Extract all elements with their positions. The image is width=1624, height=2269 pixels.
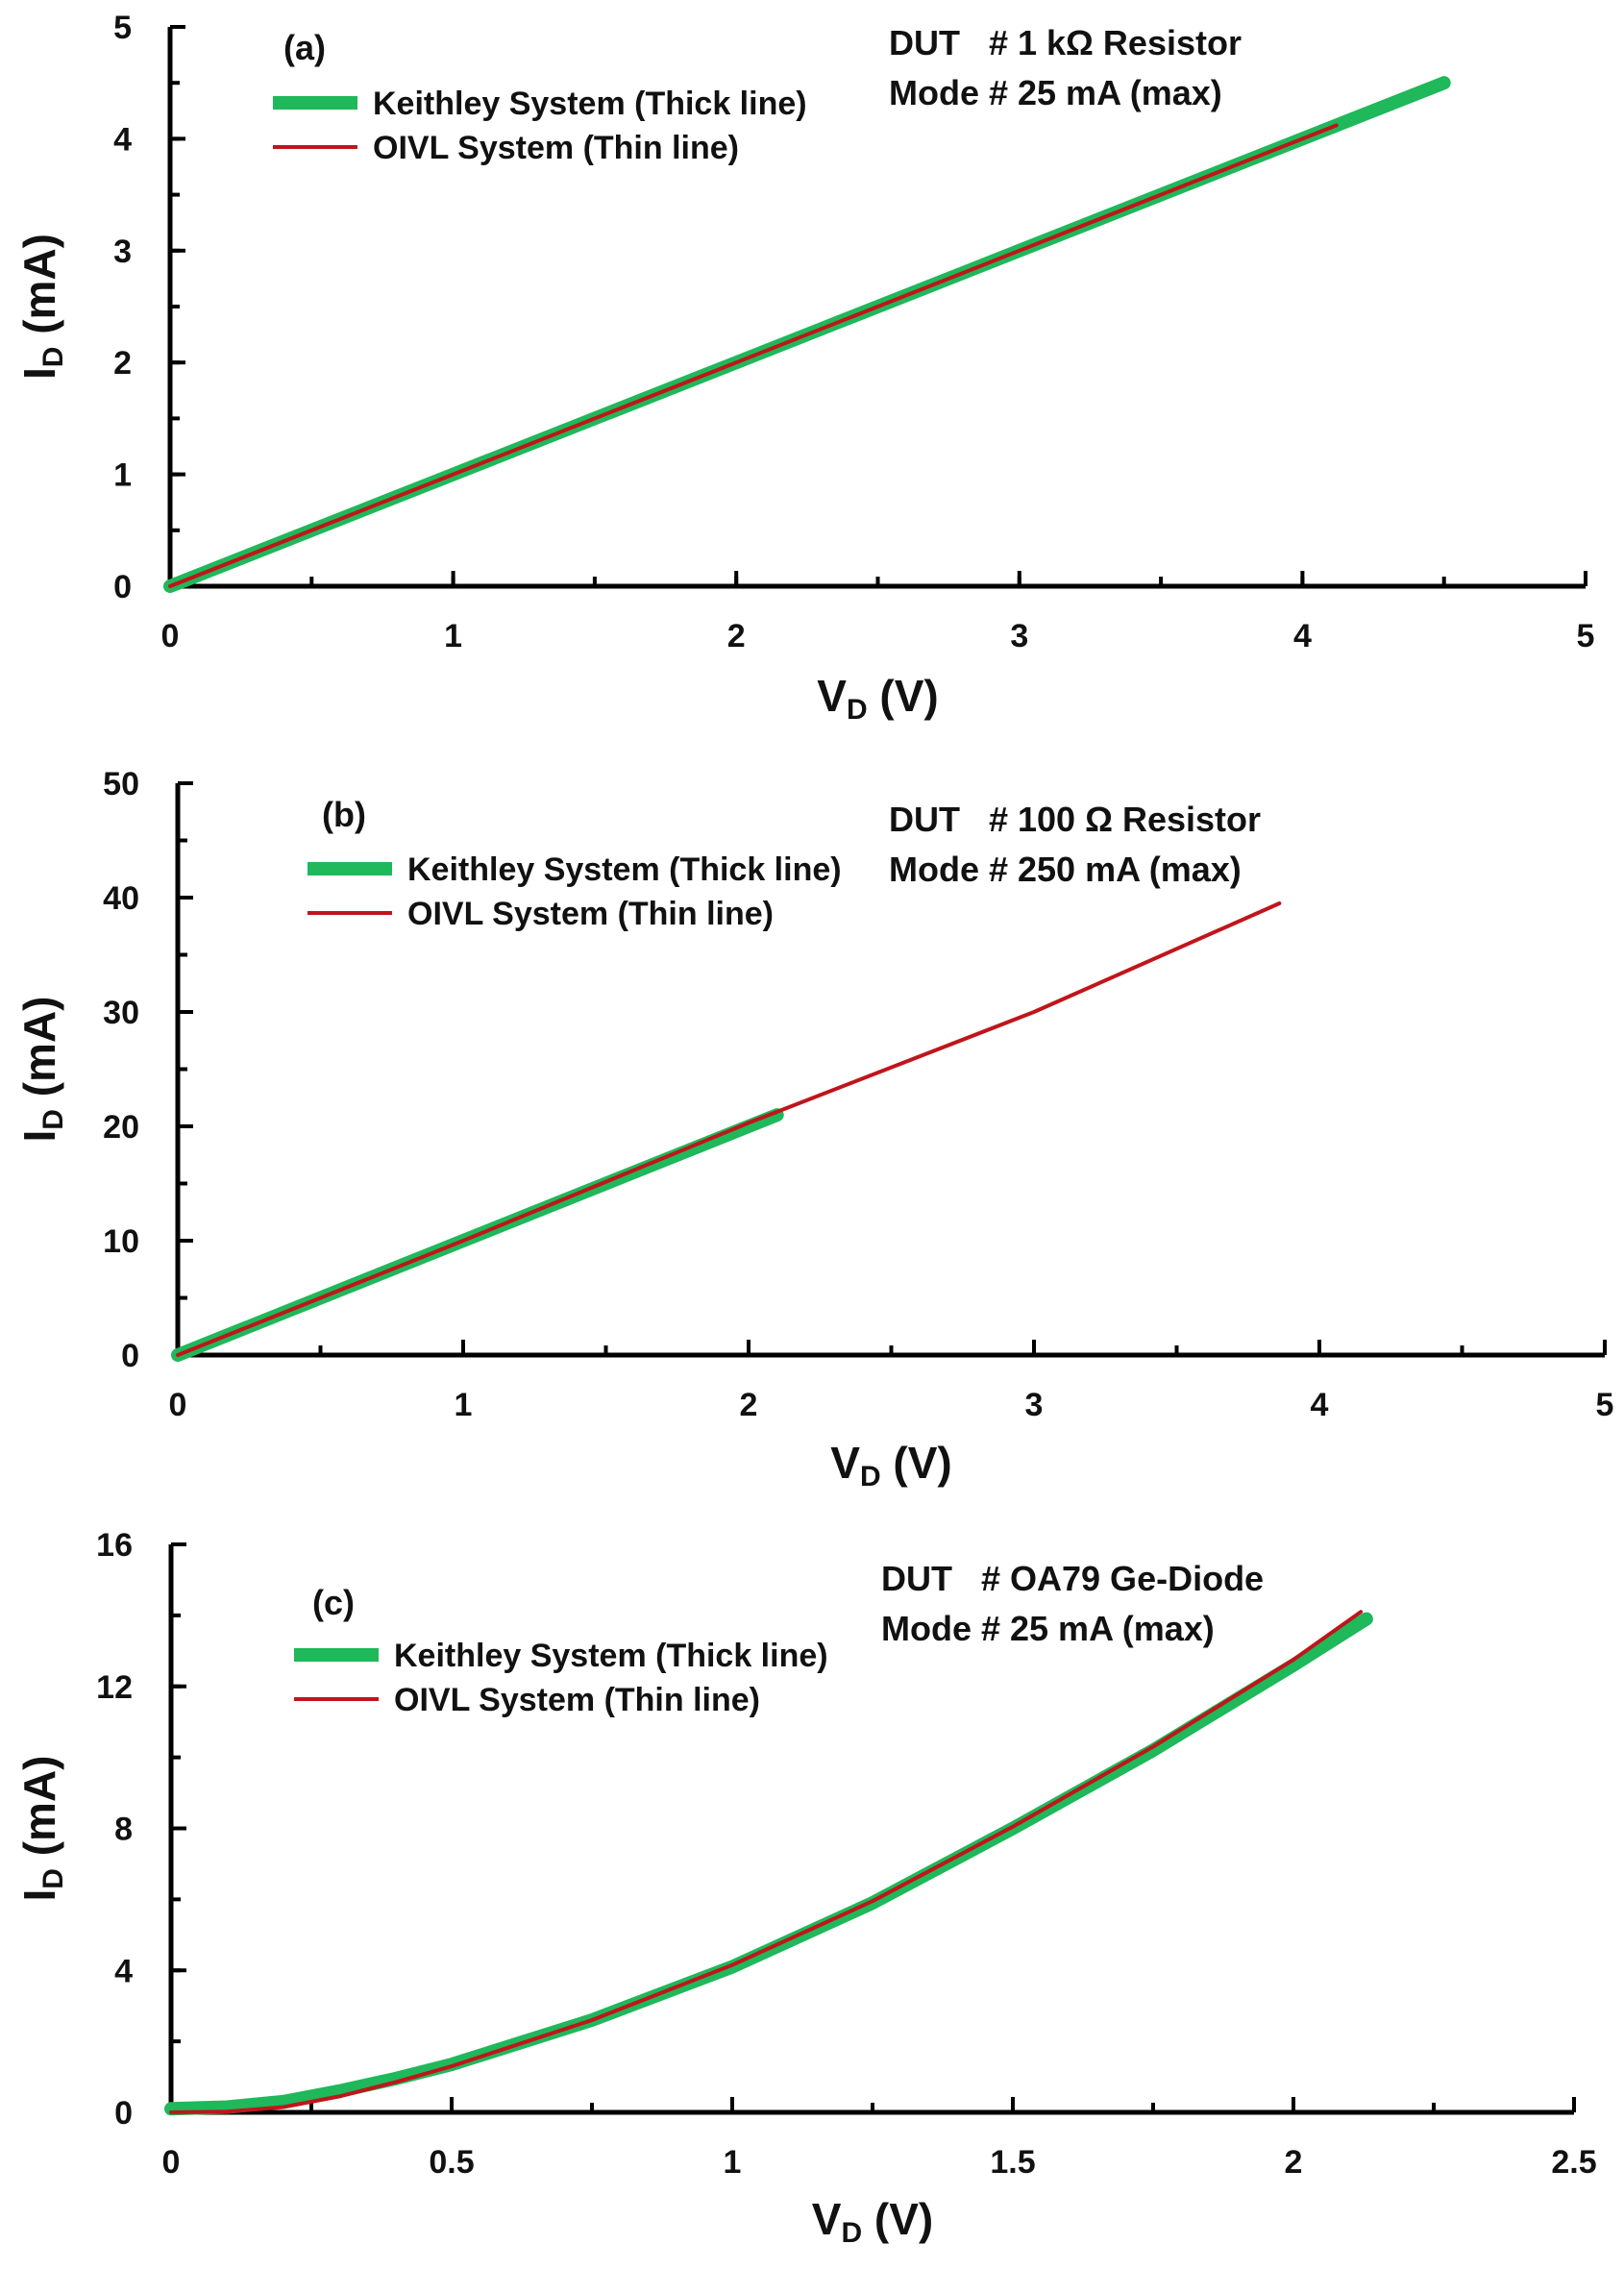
x-tick-label: 0.5: [429, 2144, 474, 2181]
y-tick-label: 0: [113, 569, 132, 605]
x-tick-label: 1: [455, 1387, 473, 1423]
y-axis-label-sub: D: [37, 1868, 69, 1889]
x-axis-label-main: V: [817, 671, 847, 721]
y-axis-label-unit: (mA): [14, 234, 64, 347]
series-line-keithley: [164, 1612, 1373, 2116]
legend-label-keithley: Keithley System (Thick line): [373, 86, 807, 122]
x-tick-label: 0: [169, 1387, 187, 1423]
y-tick-label: 2: [113, 345, 132, 382]
x-tick-label: 1: [444, 618, 462, 654]
dut-label: DUT # 1 kΩ Resistor: [889, 23, 1242, 62]
y-tick-label: 4: [114, 1953, 133, 1989]
y-axis-label-main: I: [14, 1889, 64, 1902]
y-tick-label: 10: [103, 1223, 139, 1260]
chart-panel-3: 0 0.5 1 1.5 2 2.5 0 4 8 12 16 (c) DUT # OA79 Ge-Diod…: [14, 1527, 1597, 2249]
mode-label: Mode # 25 mA (max): [889, 73, 1222, 112]
x-axis-label: VD (V): [817, 671, 938, 726]
mode-label: Mode # 250 mA (max): [889, 850, 1242, 889]
y-axis-label: ID (mA): [14, 997, 69, 1143]
x-axis-label-unit: (V): [862, 2194, 933, 2244]
legend-label-oivl: OIVL System (Thin line): [407, 896, 774, 932]
y-axis-label-main: I: [14, 367, 64, 380]
y-tick-label: 12: [96, 1669, 133, 1706]
y-tick-label: 20: [103, 1109, 139, 1146]
x-tick-label: 5: [1596, 1387, 1614, 1423]
legend-label-oivl: OIVL System (Thin line): [394, 1682, 760, 1718]
x-tick-label: 1.5: [990, 2144, 1035, 2181]
chart-panel-1: 0 1 2 3 4 5 0 1 2 3 4 5 (a) DUT # 1 kΩ Resistor Mode #…: [14, 10, 1594, 726]
x-axis-label-unit: (V): [881, 1438, 952, 1488]
legend-label-keithley: Keithley System (Thick line): [394, 1638, 828, 1674]
y-axis-label-unit: (mA): [14, 997, 64, 1110]
legend-label-oivl: OIVL System (Thin line): [373, 130, 739, 166]
x-axis-label: VD (V): [812, 2194, 933, 2249]
x-tick-label: 2.5: [1551, 2144, 1596, 2181]
y-tick-label: 40: [103, 880, 139, 917]
x-tick-label: 3: [1010, 618, 1028, 654]
x-axis-label-main: V: [812, 2194, 842, 2244]
x-tick-label: 4: [1311, 1387, 1329, 1423]
panel-tag: (b): [322, 795, 366, 834]
y-axis-label-main: I: [14, 1130, 64, 1143]
x-axis-label: VD (V): [830, 1438, 951, 1492]
x-tick-label: 5: [1577, 618, 1595, 654]
x-tick-label: 4: [1293, 618, 1312, 654]
x-tick-label: 0: [162, 2144, 181, 2181]
y-tick-label: 4: [113, 121, 132, 158]
x-tick-label: 2: [740, 1387, 758, 1423]
series-line-oivl: [169, 1610, 1364, 2114]
x-axis-label-main: V: [830, 1438, 860, 1488]
panel-tag: (a): [283, 28, 326, 67]
y-tick-label: 8: [114, 1812, 133, 1848]
x-axis-label-sub: D: [841, 2217, 862, 2249]
series-line-oivl: [176, 901, 1282, 1357]
x-tick-label: 3: [1025, 1387, 1044, 1423]
dut-label: DUT # 100 Ω Resistor: [889, 800, 1261, 839]
y-tick-label: 0: [121, 1338, 139, 1374]
x-tick-label: 1: [724, 2144, 742, 2181]
x-axis-label-unit: (V): [868, 671, 939, 721]
y-tick-label: 1: [113, 457, 132, 494]
y-axis-label: ID (mA): [14, 1756, 69, 1902]
dut-label: DUT # OA79 Ge-Diode: [881, 1559, 1264, 1598]
y-tick-label: 0: [114, 2095, 133, 2132]
panel-tag: (c): [312, 1583, 355, 1622]
x-tick-label: 0: [161, 618, 180, 654]
x-axis-label-sub: D: [847, 694, 868, 726]
y-axis-label-sub: D: [37, 1109, 69, 1130]
y-axis-label: ID (mA): [14, 234, 69, 380]
y-tick-label: 3: [113, 234, 132, 270]
y-tick-label: 50: [103, 766, 139, 802]
x-tick-label: 2: [727, 618, 746, 654]
y-tick-label: 5: [113, 10, 132, 46]
y-axis-label-sub: D: [37, 347, 69, 368]
legend-label-keithley: Keithley System (Thick line): [407, 851, 842, 888]
y-axis-label-unit: (mA): [14, 1756, 64, 1869]
y-tick-label: 30: [103, 995, 139, 1031]
series-line-oivl: [168, 123, 1339, 588]
y-tick-label: 16: [96, 1527, 133, 1564]
x-tick-label: 2: [1285, 2144, 1303, 2181]
mode-label: Mode # 25 mA (max): [881, 1609, 1215, 1648]
x-axis-label-sub: D: [860, 1461, 881, 1492]
